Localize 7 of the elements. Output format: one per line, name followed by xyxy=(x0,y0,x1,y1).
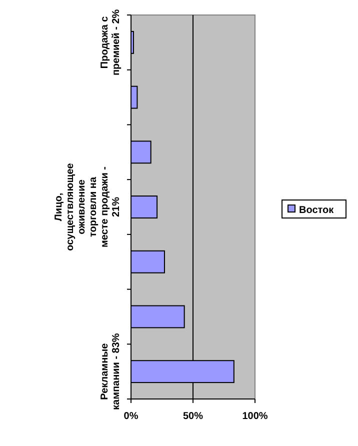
legend-label: Восток xyxy=(299,205,335,216)
x-tick-label: 50% xyxy=(182,411,204,422)
x-tick-label: 0% xyxy=(124,411,138,422)
y-tick-label: Продажа с премией - 2% xyxy=(100,9,122,76)
y-tick-label: Лицо, осуществляющее оживление торговли на месте продажи - 21% xyxy=(54,162,122,251)
y-tick-label: Рекламные кампании - 83% xyxy=(100,333,122,410)
x-tick-label: 100% xyxy=(242,411,268,422)
